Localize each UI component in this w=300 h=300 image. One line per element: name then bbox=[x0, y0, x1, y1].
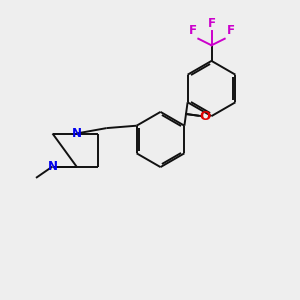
Text: F: F bbox=[208, 17, 215, 30]
Text: N: N bbox=[71, 127, 82, 140]
Text: N: N bbox=[47, 160, 58, 173]
Text: O: O bbox=[200, 110, 211, 123]
Text: F: F bbox=[226, 25, 235, 38]
Text: F: F bbox=[188, 25, 196, 38]
